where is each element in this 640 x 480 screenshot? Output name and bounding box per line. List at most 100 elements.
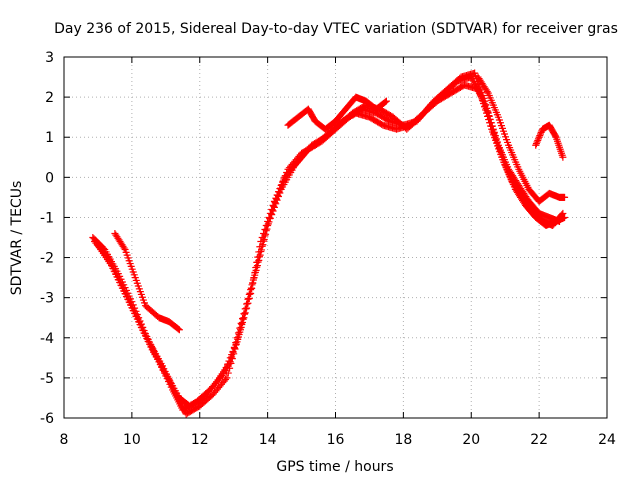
data-point (270, 202, 278, 210)
data-point (279, 177, 287, 185)
data-point (272, 195, 280, 203)
data-point (551, 132, 559, 140)
data-point (490, 130, 498, 138)
data-point (241, 305, 249, 313)
data-point (233, 334, 241, 342)
data-point (532, 141, 540, 149)
data-point (266, 215, 274, 223)
y-tick-label: 1 (45, 130, 54, 146)
data-point (267, 209, 275, 217)
x-tick-label: 14 (259, 432, 277, 448)
data-point (534, 135, 542, 143)
y-tick-label: -3 (40, 291, 54, 307)
x-tick-label: 18 (394, 432, 412, 448)
data-point (486, 115, 494, 123)
x-tick-label: 16 (327, 432, 345, 448)
data-point (232, 339, 240, 347)
data-point (257, 248, 265, 256)
y-tick-label: 0 (45, 170, 54, 186)
data-point (489, 126, 497, 134)
data-point (536, 130, 544, 138)
series-track-c (94, 69, 569, 410)
data-point (258, 242, 266, 250)
data-point (262, 230, 270, 238)
data-point (239, 315, 247, 323)
data-point (223, 374, 231, 382)
data-point (537, 128, 545, 136)
data-point (246, 289, 254, 297)
data-point (264, 221, 272, 229)
data-point (260, 236, 268, 244)
data-point (534, 136, 542, 144)
data-point (532, 140, 540, 148)
data-point (120, 244, 128, 252)
data-point (222, 375, 230, 383)
y-tick-label: -6 (40, 411, 54, 427)
series-track-g (532, 121, 567, 161)
data-point (258, 246, 266, 254)
data-point (277, 184, 285, 192)
data-point (224, 369, 232, 377)
y-tick-label: 2 (45, 90, 54, 106)
data-point (226, 358, 234, 366)
data-point (175, 326, 183, 334)
data-point (229, 348, 237, 356)
data-point (536, 132, 544, 140)
data-point (245, 294, 253, 302)
data-point (238, 321, 246, 329)
data-point (535, 133, 543, 141)
data-point (274, 191, 282, 199)
chart-title: Day 236 of 2015, Sidereal Day-to-day VTE… (54, 21, 618, 37)
data-point (483, 104, 491, 112)
data-point (248, 281, 256, 289)
data-point (249, 276, 257, 284)
x-axis-label: GPS time / hours (276, 459, 393, 475)
data-point (237, 319, 245, 327)
data-point (247, 284, 255, 292)
data-point (234, 329, 242, 337)
data-point (253, 262, 261, 270)
data-point (264, 220, 272, 228)
x-tick-label: 22 (530, 432, 548, 448)
data-point (211, 380, 219, 388)
y-tick-label: -1 (40, 210, 54, 226)
data-point (245, 290, 253, 298)
data-point (561, 213, 569, 221)
data-point (256, 251, 264, 259)
data-point (259, 241, 267, 249)
data-point (268, 211, 276, 219)
data-point (260, 237, 268, 245)
y-axis-label: SDTVAR / TECUs (9, 181, 25, 296)
data-point (239, 315, 247, 323)
y-tick-label: -4 (40, 331, 54, 347)
data-point (485, 112, 493, 120)
data-point (244, 295, 252, 303)
x-tick-label: 12 (191, 432, 209, 448)
data-point (228, 353, 236, 361)
data-point (263, 225, 271, 233)
data-point (255, 253, 263, 261)
data-point (251, 271, 259, 279)
data-point (381, 98, 389, 106)
x-tick-label: 10 (123, 432, 141, 448)
x-tick-label: 8 (60, 432, 69, 448)
data-point (484, 108, 492, 116)
x-tick-label: 20 (462, 432, 480, 448)
grid (64, 57, 607, 418)
x-tick-label: 24 (598, 432, 616, 448)
data-point (278, 181, 286, 189)
data-point (236, 324, 244, 332)
data-point (254, 258, 262, 266)
data-point (243, 300, 251, 308)
data-point (533, 138, 541, 146)
data-point (559, 153, 567, 161)
data-point (483, 87, 491, 95)
data-point (382, 97, 390, 105)
data-point (482, 101, 490, 109)
data-point (275, 188, 283, 196)
data-point (240, 310, 248, 318)
data-point (488, 122, 496, 130)
data-point (271, 199, 279, 207)
y-tick-label: 3 (45, 50, 54, 66)
